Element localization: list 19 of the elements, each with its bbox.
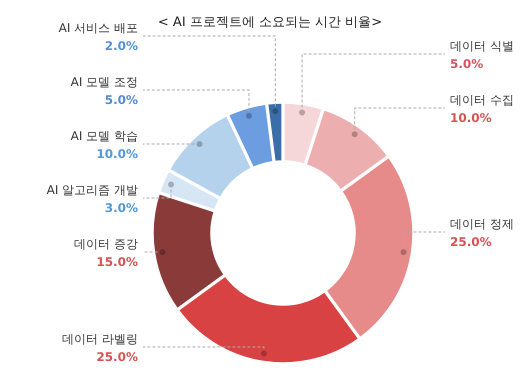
data-label: 5.0%	[104, 92, 138, 107]
data-label: 15.0%	[96, 254, 138, 269]
slice-label: 데이터 식별	[450, 39, 514, 53]
data-label: 25.0%	[96, 350, 138, 364]
slice-label: 데이터 증강	[74, 236, 138, 251]
data-label: 2.0%	[104, 38, 138, 53]
slice-label: AI 모델 학습	[70, 128, 138, 143]
data-label: 10.0%	[96, 146, 138, 161]
slice-label: 데이터 라벨링	[62, 332, 138, 346]
data-label: 5.0%	[450, 57, 484, 71]
slice-label: AI 모델 조정	[70, 74, 138, 89]
slice-label: AI 서비스 배포	[58, 20, 138, 35]
slice-label: AI 알고리즘 개발	[46, 182, 138, 197]
slice-label: 데이터 수집	[450, 93, 514, 107]
data-label: 25.0%	[450, 235, 492, 250]
chart-title: < AI 프로젝트에 소요되는 시간 비율>	[158, 15, 382, 30]
data-label: 3.0%	[104, 200, 138, 215]
data-label: 10.0%	[450, 111, 492, 125]
slice-label: 데이터 정제	[450, 217, 514, 232]
